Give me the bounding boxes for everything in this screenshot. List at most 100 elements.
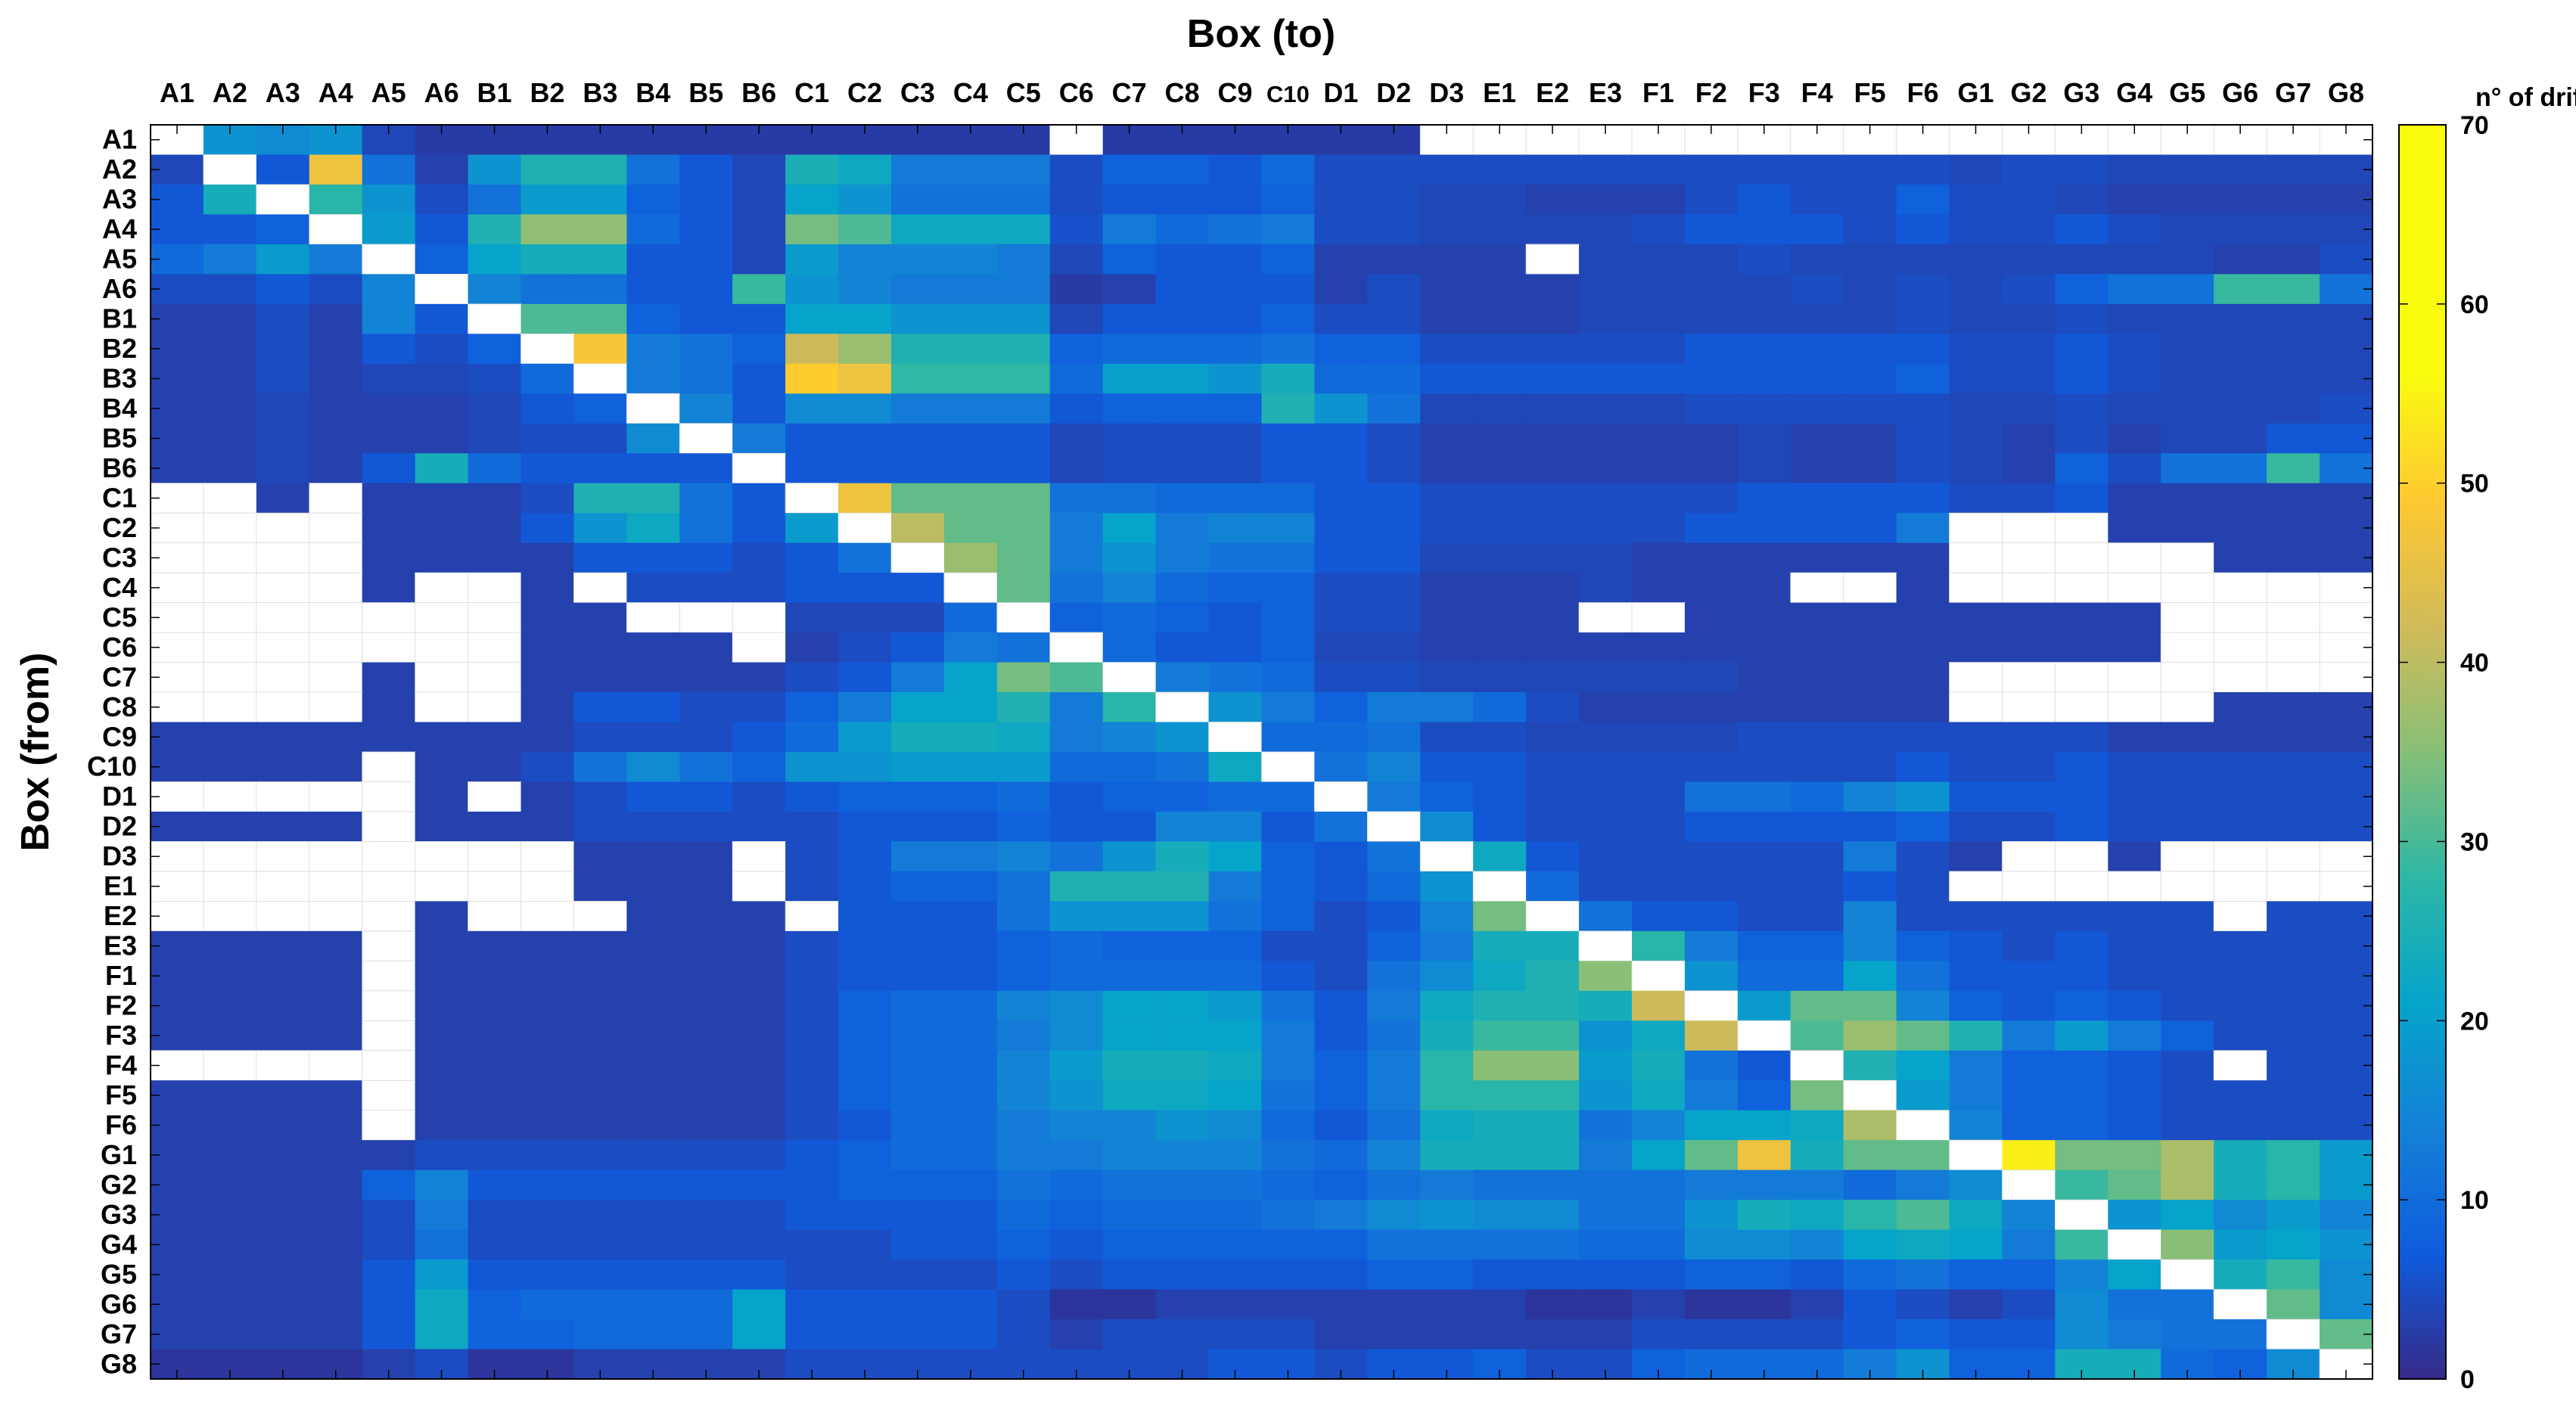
heatmap-cell: [1314, 781, 1369, 812]
heatmap-cell: [2161, 244, 2214, 275]
heatmap-cell: [1367, 1140, 1421, 1171]
heatmap-cell: [468, 1169, 521, 1200]
heatmap-cell: [203, 1289, 257, 1320]
heatmap-cell: [256, 1169, 310, 1200]
x-axis-label: Box (to): [1187, 12, 1335, 56]
heatmap-cell: [1155, 811, 1209, 842]
heatmap-cell: [362, 1169, 416, 1200]
heatmap-cell: [1684, 393, 1739, 424]
heatmap-cell: [256, 1110, 310, 1141]
heatmap-cell: [1155, 1289, 1209, 1320]
heatmap-cell: [1737, 632, 1791, 663]
heatmap-cell: [256, 662, 310, 693]
heatmap-cell: [1790, 1169, 1844, 1200]
heatmap-cell: [891, 841, 945, 872]
heatmap-cell: [679, 990, 733, 1021]
heatmap-cell: [309, 1050, 363, 1082]
heatmap-cell: [1737, 244, 1791, 275]
y-tick-label: C10: [87, 751, 137, 782]
heatmap-cell: [891, 303, 945, 334]
heatmap-cell: [1896, 542, 1950, 573]
heatmap-cell: [256, 632, 310, 663]
heatmap-cell: [309, 602, 363, 633]
heatmap-cell: [1526, 1319, 1580, 1349]
heatmap-cell: [1632, 573, 1686, 604]
heatmap-cell: [1102, 901, 1157, 932]
heatmap-cell: [415, 1259, 468, 1290]
heatmap-cell: [362, 274, 416, 305]
heatmap-cell: [1790, 752, 1844, 782]
heatmap-cell: [2002, 722, 2056, 753]
heatmap-cell: [838, 632, 892, 663]
heatmap-cell: [1684, 363, 1739, 394]
heatmap-cell: [838, 573, 892, 604]
heatmap-cell: [1420, 1289, 1474, 1320]
heatmap-cell: [2160, 1259, 2215, 1290]
heatmap-cell: [1155, 752, 1209, 782]
heatmap-cell: [468, 393, 521, 424]
heatmap-cell: [1843, 423, 1897, 454]
heatmap-cell: [943, 841, 998, 872]
heatmap-cell: [415, 871, 469, 902]
heatmap-cell: [1420, 722, 1474, 753]
heatmap-cell: [2108, 274, 2161, 305]
heatmap-cell: [2055, 572, 2109, 604]
heatmap-cell: [309, 781, 363, 812]
heatmap-cell: [679, 1229, 733, 1260]
heatmap-cell: [1473, 841, 1527, 872]
heatmap-cell: [838, 811, 892, 842]
heatmap-cell: [468, 961, 521, 992]
heatmap-cell: [943, 1140, 998, 1171]
x-tick-label: A2: [213, 77, 247, 108]
heatmap-cell: [1896, 483, 1950, 514]
heatmap-cell: [1367, 393, 1421, 424]
heatmap-cell: [1843, 1229, 1897, 1260]
heatmap-cell: [1526, 930, 1580, 961]
heatmap-cell: [838, 990, 892, 1021]
heatmap-cell: [1314, 602, 1368, 633]
heatmap-cell: [891, 811, 945, 842]
heatmap-cell: [362, 781, 416, 812]
heatmap-cell: [573, 154, 627, 185]
heatmap-cell: [415, 1020, 468, 1051]
heatmap-cell: [1420, 752, 1474, 782]
heatmap-cell: [626, 1289, 680, 1320]
heatmap-cell: [1684, 632, 1739, 663]
heatmap-cell: [1102, 542, 1157, 573]
heatmap-cell: [1420, 1169, 1474, 1200]
heatmap-cell: [1526, 662, 1580, 693]
heatmap-cell: [996, 1110, 1051, 1141]
heatmap-cell: [1367, 1259, 1421, 1290]
heatmap-cell: [891, 930, 945, 961]
heatmap-cell: [1843, 871, 1897, 902]
y-tick-label: C4: [102, 572, 137, 603]
heatmap-cell: [1790, 1289, 1844, 1320]
heatmap-cell: [1579, 961, 1633, 992]
heatmap-cell: [520, 453, 574, 484]
heatmap-cell: [573, 572, 628, 604]
heatmap-cell: [573, 1169, 627, 1200]
heatmap-cell: [891, 154, 945, 185]
heatmap-cell: [1314, 841, 1368, 872]
heatmap-cell: [1526, 1140, 1580, 1171]
heatmap-cell: [1737, 1169, 1791, 1200]
heatmap-cell: [1632, 244, 1686, 275]
heatmap-cell: [573, 811, 627, 842]
heatmap-cell: [1684, 871, 1739, 902]
heatmap-cell: [1525, 244, 1580, 275]
y-tick-label: C7: [102, 661, 137, 692]
heatmap-cell: [1949, 1050, 2003, 1081]
heatmap-cell: [1473, 274, 1527, 305]
heatmap-cell: [943, 423, 998, 454]
heatmap-cell: [1949, 1080, 2003, 1111]
heatmap-cell: [2055, 1140, 2108, 1171]
heatmap-cell: [1473, 1169, 1527, 1200]
heatmap-cell: [1049, 303, 1104, 334]
heatmap-cell: [309, 154, 363, 185]
heatmap-cell: [626, 632, 680, 663]
heatmap-cell: [1473, 692, 1527, 722]
y-tick-label: G4: [101, 1228, 137, 1259]
heatmap-cell: [520, 781, 574, 812]
heatmap-cell: [2214, 274, 2267, 305]
heatmap-cell: [2002, 483, 2056, 514]
